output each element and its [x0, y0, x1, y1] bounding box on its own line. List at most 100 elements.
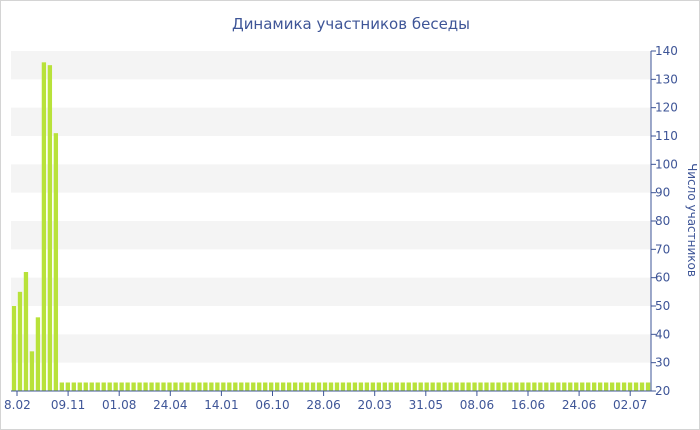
bar [448, 382, 453, 391]
bar [245, 382, 250, 391]
bar [645, 382, 651, 391]
bar [472, 382, 477, 391]
x-tick-label: 09.11 [51, 398, 85, 412]
bar [514, 382, 519, 391]
bar [424, 382, 429, 391]
bar [53, 133, 59, 392]
bar [298, 382, 304, 391]
bar [292, 382, 298, 391]
grid-band [11, 164, 651, 193]
bar [221, 382, 226, 391]
bar [568, 382, 573, 391]
bar [275, 382, 280, 391]
bar [191, 382, 196, 391]
bar [376, 382, 382, 391]
bar [179, 382, 184, 391]
chart-title: Динамика участников беседы [232, 15, 470, 33]
y-tick-label: 140 [655, 44, 678, 58]
bar [155, 382, 160, 391]
bar [609, 382, 615, 391]
bar [556, 382, 561, 391]
bar [352, 382, 358, 391]
bar [131, 382, 136, 391]
bar [125, 382, 130, 391]
x-tick-label: 20.03 [358, 398, 392, 412]
bar [269, 382, 274, 391]
bar [65, 382, 70, 391]
x-tick-label: 24.06 [562, 398, 596, 412]
bar [233, 382, 238, 391]
bar [496, 382, 501, 391]
bar [328, 382, 334, 391]
bar [71, 382, 76, 391]
x-tick-label: 08.06 [460, 398, 494, 412]
bar [47, 65, 53, 392]
bar [167, 382, 172, 391]
y-tick-label: 70 [655, 242, 670, 256]
bar [11, 306, 17, 391]
bar [592, 382, 597, 391]
bar [310, 382, 316, 391]
bar [406, 382, 411, 391]
bar [143, 382, 148, 391]
bar [454, 382, 459, 391]
bar [586, 382, 591, 391]
grid-bands [11, 51, 651, 363]
bar [83, 382, 88, 391]
x-tick-label: 06.10 [255, 398, 289, 412]
bar [209, 382, 214, 391]
bar [59, 382, 64, 391]
x-axis-ticks: 8.02 09.11 01.08 24.04 14.01 06.10 28.06 20.03 3… [4, 391, 647, 412]
bar [29, 351, 35, 391]
bar [639, 382, 645, 391]
x-tick-label: 31.05 [409, 398, 443, 412]
bar [621, 382, 627, 391]
bar [263, 382, 268, 391]
bar [490, 382, 495, 391]
x-tick-label: 8.02 [4, 398, 31, 412]
bar [460, 382, 465, 391]
bar [538, 382, 543, 391]
bar [23, 272, 29, 391]
bar [580, 382, 585, 391]
bar [394, 382, 399, 391]
x-tick-label: 01.08 [102, 398, 136, 412]
bar [574, 382, 579, 391]
y-tick-label: 100 [655, 157, 678, 171]
bar [466, 382, 471, 391]
bar [119, 382, 124, 391]
bar [364, 382, 370, 391]
bar [478, 382, 483, 391]
bar [107, 382, 112, 391]
x-tick-label: 14.01 [204, 398, 238, 412]
bar [251, 382, 256, 391]
x-tick-label: 28.06 [306, 398, 340, 412]
bar [382, 382, 387, 391]
y-tick-label: 110 [655, 129, 678, 143]
bar [77, 382, 82, 391]
bar [603, 382, 609, 391]
bar [370, 382, 376, 391]
bar [89, 382, 94, 391]
bar [400, 382, 405, 391]
grid-band [11, 277, 651, 306]
x-tick-label: 24.04 [153, 398, 187, 412]
bar [418, 382, 423, 391]
bar [257, 382, 262, 391]
y-tick-label: 120 [655, 101, 678, 115]
bar [173, 382, 178, 391]
y-tick-label: 20 [655, 384, 670, 398]
bar [412, 382, 417, 391]
y-tick-label: 130 [655, 72, 678, 86]
bar [185, 382, 190, 391]
bar [520, 382, 525, 391]
bar [137, 382, 142, 391]
y-tick-label: 30 [655, 356, 670, 370]
bar [502, 382, 507, 391]
bar [149, 382, 154, 391]
bar [239, 382, 244, 391]
bar [430, 382, 435, 391]
y-axis-ticks: 20 30 40 50 60 70 80 90 100 110 120 130 140 [651, 44, 678, 398]
bar [388, 382, 393, 391]
